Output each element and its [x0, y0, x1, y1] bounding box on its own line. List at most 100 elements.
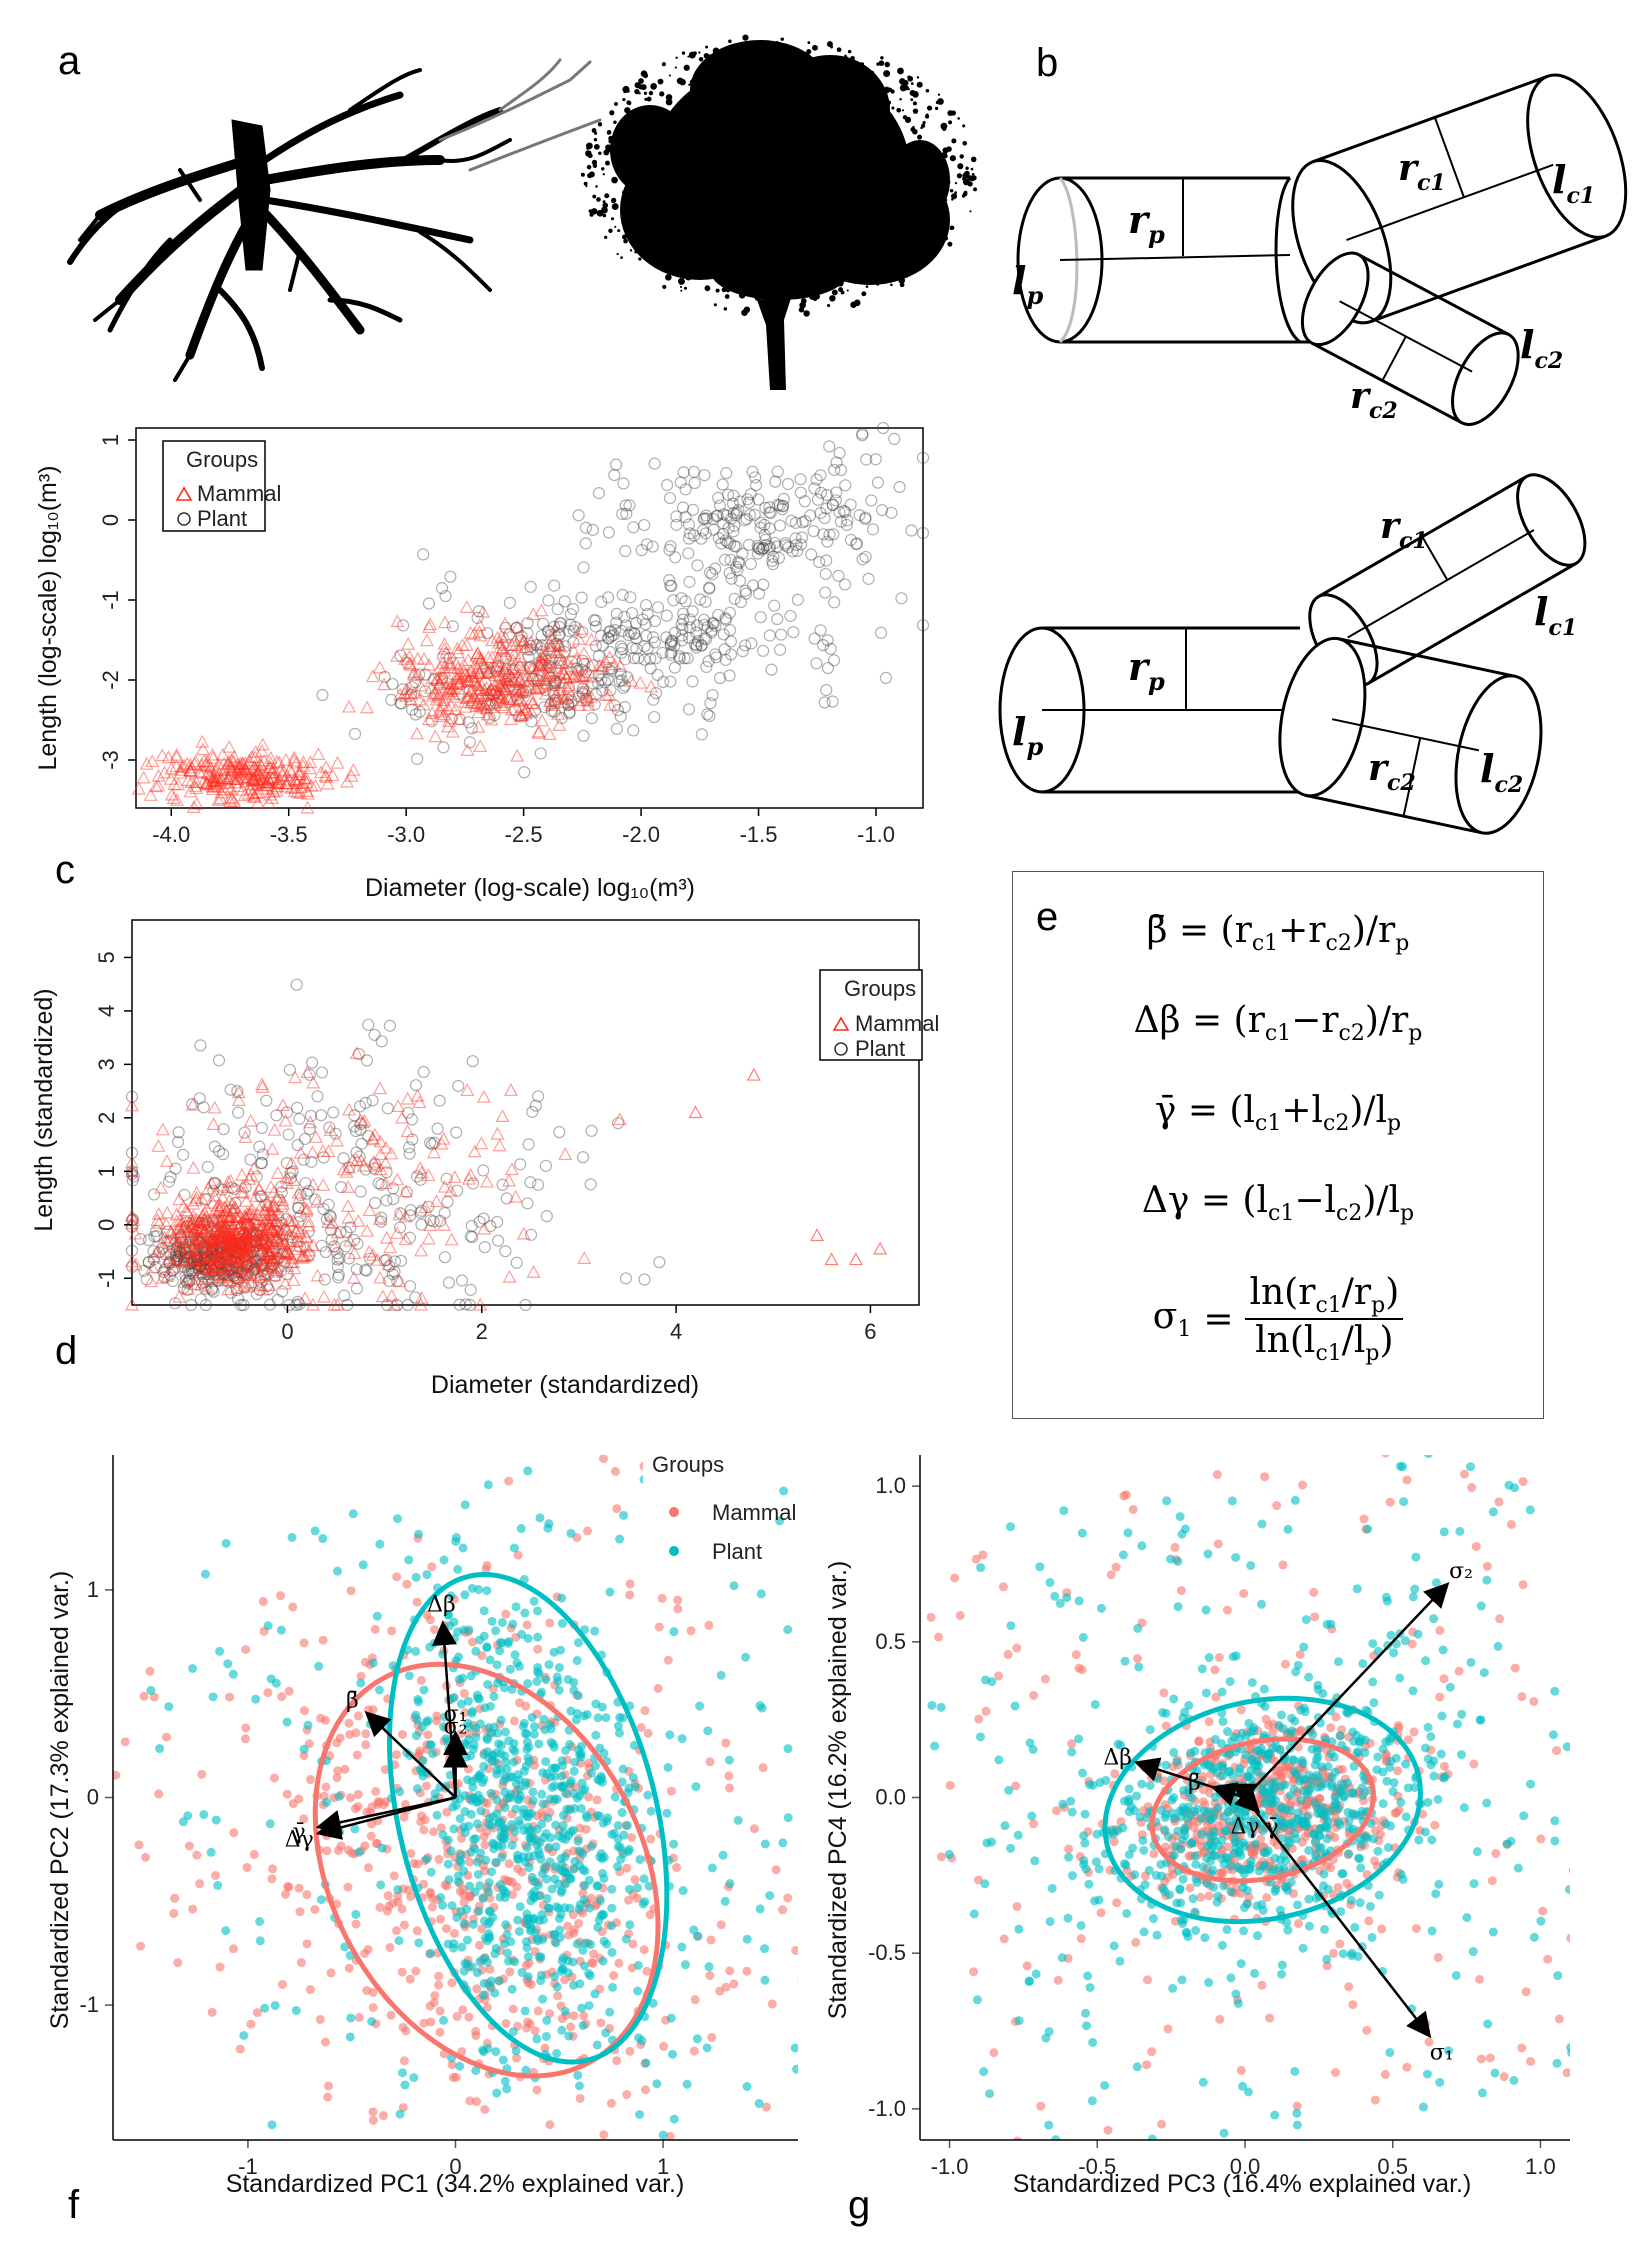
mammal-point — [560, 1975, 570, 1985]
mammal-point — [443, 660, 458, 674]
tree-leaf — [634, 250, 638, 254]
mammal-point — [219, 1230, 234, 1244]
mammal-point — [625, 2046, 635, 2056]
plant-point — [206, 1246, 219, 1259]
mammal-point — [234, 1184, 249, 1198]
mammal-point — [279, 1176, 294, 1189]
plant-point — [270, 1226, 284, 1239]
plant-point — [172, 1126, 185, 1139]
plant-point — [256, 1148, 270, 1161]
mammal-point — [124, 1216, 140, 1230]
plant-point — [820, 502, 833, 515]
mammal-point — [513, 1864, 523, 1874]
plant-point — [573, 1691, 583, 1701]
mammal-point — [262, 1246, 277, 1260]
plant-point — [497, 1852, 507, 1862]
tree-leaf — [877, 251, 883, 257]
mammal-point — [443, 1183, 458, 1197]
plant-point — [193, 1237, 206, 1250]
plant-point — [534, 1952, 544, 1962]
tree-leaf — [806, 57, 813, 64]
plant-point — [404, 1209, 417, 1222]
plant-point — [248, 1263, 261, 1276]
plant-point — [244, 1257, 257, 1270]
tree-leaf — [680, 289, 683, 292]
plant-point — [609, 458, 623, 471]
mammal-point — [423, 1218, 438, 1232]
plant-point — [699, 527, 712, 540]
plant-point — [700, 633, 713, 646]
mammal-point — [226, 1220, 241, 1234]
mammal-point — [594, 661, 609, 675]
plant-point — [263, 1621, 273, 1631]
mammal-point — [1176, 1585, 1186, 1595]
mammal-point — [300, 2227, 309, 2236]
mammal-point — [220, 771, 235, 785]
mammal-point — [323, 1123, 338, 1136]
plant-point — [203, 1258, 217, 1271]
tree-leaf — [944, 220, 949, 226]
plant-point — [547, 620, 561, 633]
mammal-point — [220, 1241, 235, 1255]
mammal-point — [207, 769, 222, 783]
plant-point — [206, 1253, 219, 1266]
plant-point — [763, 542, 776, 556]
mammal-point — [216, 1215, 231, 1229]
plant-point — [362, 1018, 375, 1031]
mammal-point — [289, 1233, 304, 1247]
mammal-point — [398, 1729, 408, 1739]
plant-point — [126, 1174, 139, 1187]
mammal-point — [450, 667, 465, 681]
plant-point — [508, 1619, 518, 1629]
tree-leaf — [954, 191, 958, 194]
mammal-point — [1326, 1723, 1336, 1733]
mammal-point — [284, 1156, 299, 1170]
mammal-point — [211, 1226, 226, 1240]
plant-point — [623, 499, 636, 512]
plant-point — [462, 716, 475, 729]
mammal-point — [207, 779, 222, 793]
mammal-point — [302, 1890, 312, 1900]
mammal-point — [542, 666, 558, 679]
plant-point — [614, 710, 627, 723]
plant-point — [173, 1236, 187, 1249]
mammal-point — [288, 774, 303, 787]
chart-f-axes: -1 0 1-101 — [79, 1455, 798, 2179]
tree-leaf — [628, 121, 632, 125]
plant-point — [258, 1268, 271, 1281]
plant-point — [198, 1252, 211, 1265]
plant-point — [607, 1947, 617, 1957]
mammal-point — [218, 1255, 233, 1268]
plant-point — [190, 1234, 203, 1248]
mammal-point — [195, 1231, 210, 1245]
plant-point — [725, 512, 738, 525]
plant-point — [208, 1692, 218, 1702]
mammal-point — [254, 774, 269, 788]
plant-point — [318, 1273, 331, 1286]
plant-point — [764, 506, 777, 519]
tree-leaf — [956, 173, 963, 179]
mammal-point — [484, 682, 499, 696]
plant-point — [280, 1106, 294, 1119]
mammal-point — [544, 698, 559, 711]
mammal-point — [136, 770, 151, 784]
mammal-point — [163, 1225, 178, 1238]
plant-point — [573, 1836, 583, 1846]
plant-point — [236, 1236, 249, 1249]
mammal-point — [207, 1254, 222, 1267]
plant-point — [795, 531, 809, 544]
plant-point — [214, 1242, 227, 1255]
tree-leaf — [722, 267, 728, 273]
mammal-point — [253, 1222, 268, 1236]
plant-point — [804, 509, 817, 522]
mammal-point — [557, 690, 572, 704]
x-tick-label: -4.0 — [152, 822, 190, 847]
mammal-point — [551, 706, 566, 720]
mammal-point — [437, 1179, 452, 1193]
plant-point — [602, 591, 615, 604]
plant-point — [253, 1219, 266, 1232]
plant-point — [703, 709, 716, 723]
plant-point — [502, 1948, 512, 1958]
plant-point — [232, 1258, 245, 1271]
